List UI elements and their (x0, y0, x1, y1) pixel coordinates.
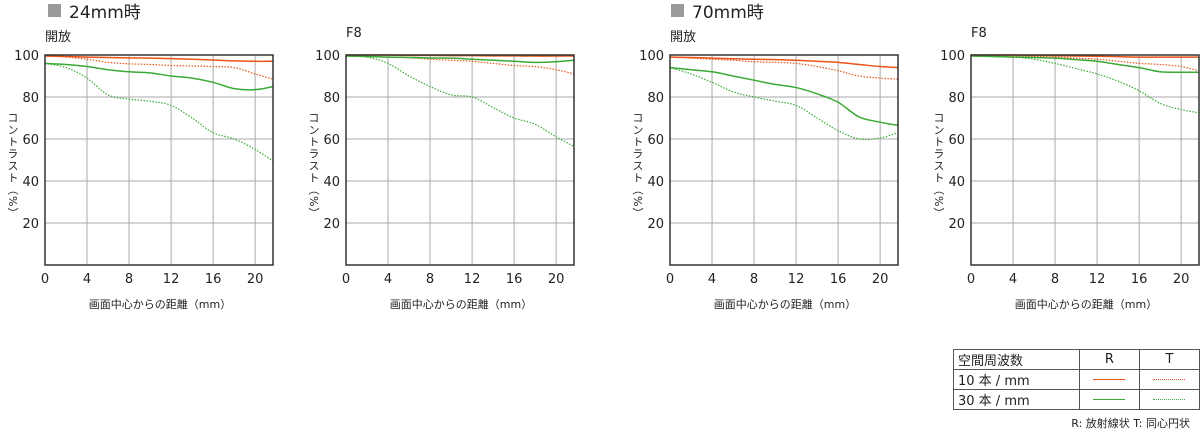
y-tick-label: 60 (948, 133, 965, 148)
x-tick-label: 12 (163, 272, 180, 287)
x-tick-label: 12 (1089, 272, 1106, 287)
series-line-r10 (669, 56, 899, 69)
mtf-chart: 0 4 8 12 16 20 20 40 60 80 100 (14, 49, 274, 287)
series-line-r30 (44, 62, 274, 91)
y-tick-label: 20 (647, 217, 664, 232)
legend-col-t: T (1138, 349, 1200, 370)
x-tick-label: 0 (666, 272, 674, 287)
plot-frame (345, 54, 575, 266)
y-tick-label: 40 (22, 175, 39, 190)
x-tick-label: 8 (750, 272, 758, 287)
square-marker-icon (671, 4, 684, 17)
chart-subtitle: 開放 (45, 30, 72, 45)
chart-subtitle: F8 (346, 26, 362, 41)
y-tick-label: 100 (315, 49, 340, 64)
group-title-text: 70mm時 (692, 3, 764, 23)
y-tick-label: 40 (948, 175, 965, 190)
x-tick-label: 20 (548, 272, 565, 287)
group-title-24mm: 24mm時 (48, 0, 141, 23)
x-axis-label: 画面中心からの距離（mm） (88, 298, 232, 311)
legend-note: R: 放射線状 T: 同心円状 (1071, 417, 1190, 430)
legend-header: 空間周波数 (953, 349, 1080, 370)
series-line-t10 (669, 56, 899, 80)
legend-table: 空間周波数 R T 10 本 / mm 30 本 / mm (953, 349, 1200, 410)
series-line-r30 (345, 55, 575, 64)
x-tick-label: 4 (384, 272, 392, 287)
y-tick-label: 80 (647, 91, 664, 106)
series-line-r30 (669, 66, 899, 127)
mtf-chart: 0 4 8 12 16 20 20 40 60 80 100 (315, 49, 575, 287)
square-marker-icon (48, 4, 61, 17)
x-tick-label: 12 (788, 272, 805, 287)
x-tick-label: 16 (830, 272, 847, 287)
y-axis-label: コントラスト（%） (631, 112, 644, 220)
x-tick-label: 0 (41, 272, 49, 287)
y-axis-label: コントラスト（%） (6, 112, 19, 220)
x-tick-label: 4 (708, 272, 716, 287)
y-axis-label: コントラスト（%） (307, 112, 320, 220)
series-line-t10 (970, 55, 1200, 72)
y-tick-label: 100 (940, 49, 965, 64)
x-axis-label: 画面中心からの距離（mm） (389, 298, 533, 311)
legend-row-10: 10 本 / mm (953, 369, 1080, 390)
series-line-t30 (345, 55, 575, 147)
series-line-t30 (669, 67, 899, 141)
y-tick-label: 20 (948, 217, 965, 232)
y-tick-label: 80 (323, 91, 340, 106)
y-tick-label: 60 (22, 133, 39, 148)
series-line-t30 (970, 55, 1200, 114)
y-tick-label: 60 (323, 133, 340, 148)
chart-subtitle: F8 (971, 26, 987, 41)
x-tick-label: 16 (205, 272, 222, 287)
x-tick-label: 12 (464, 272, 481, 287)
plot-frame (669, 54, 899, 266)
x-tick-label: 20 (1173, 272, 1190, 287)
y-axis-label: コントラスト（%） (932, 112, 945, 220)
legend-line-r10 (1093, 379, 1126, 380)
group-title-text: 24mm時 (69, 3, 141, 23)
x-tick-label: 0 (967, 272, 975, 287)
series-line-r10 (44, 55, 274, 63)
x-tick-label: 16 (1131, 272, 1148, 287)
y-tick-label: 100 (14, 49, 39, 64)
legend-col-r: R (1078, 349, 1140, 370)
x-tick-label: 20 (872, 272, 889, 287)
chart-subtitle: 開放 (670, 30, 697, 45)
mtf-chart: 0 4 8 12 16 20 20 40 60 80 100 (639, 49, 899, 287)
x-tick-label: 8 (125, 272, 133, 287)
mtf-chart: 0 4 8 12 16 20 20 40 60 80 100 (940, 49, 1200, 287)
x-tick-label: 8 (1051, 272, 1059, 287)
plot-frame (44, 54, 274, 266)
legend-line-t10 (1153, 379, 1186, 380)
y-tick-label: 100 (639, 49, 664, 64)
y-tick-label: 20 (323, 217, 340, 232)
x-tick-label: 20 (247, 272, 264, 287)
y-tick-label: 40 (323, 175, 340, 190)
group-title-70mm: 70mm時 (671, 0, 764, 23)
x-tick-label: 4 (83, 272, 91, 287)
y-tick-label: 80 (22, 91, 39, 106)
x-axis-label: 画面中心からの距離（mm） (1014, 298, 1158, 311)
x-axis-label: 画面中心からの距離（mm） (713, 298, 857, 311)
x-tick-label: 4 (1009, 272, 1017, 287)
series-line-t30 (44, 62, 274, 162)
x-tick-label: 8 (426, 272, 434, 287)
y-tick-label: 80 (948, 91, 965, 106)
x-tick-label: 16 (506, 272, 523, 287)
y-tick-label: 60 (647, 133, 664, 148)
series-line-t10 (44, 55, 274, 80)
plot-frame (970, 54, 1200, 266)
legend-line-t30 (1153, 399, 1186, 400)
legend-row-30: 30 本 / mm (953, 389, 1080, 410)
legend-line-r30 (1093, 399, 1126, 400)
x-tick-label: 0 (342, 272, 350, 287)
y-tick-label: 40 (647, 175, 664, 190)
y-tick-label: 20 (22, 217, 39, 232)
